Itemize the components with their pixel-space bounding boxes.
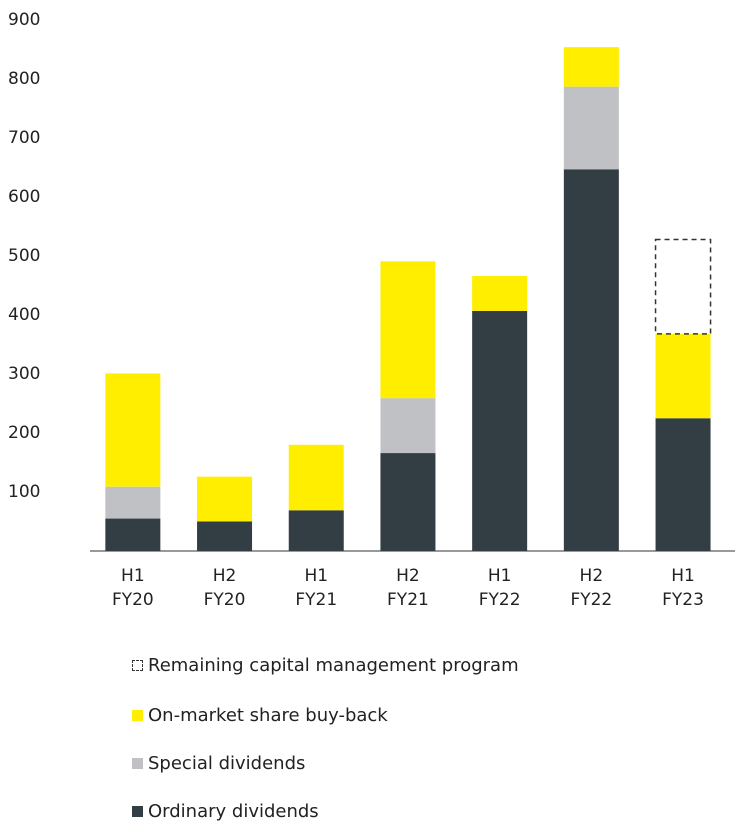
bar-segment [380, 261, 436, 399]
y-tick-label: 200 [8, 423, 40, 443]
x-tick-label: H1 FY20 [111, 566, 154, 610]
y-tick-label: 600 [8, 187, 40, 207]
legend-swatch [132, 805, 143, 817]
bar-segment [380, 398, 436, 454]
legend-item: On-market share buy-back [132, 703, 388, 727]
y-tick-label: 800 [8, 69, 40, 89]
legend-swatch [132, 757, 143, 769]
legend-item: Ordinary dividends [132, 799, 319, 823]
bar-segment [655, 333, 711, 419]
legend-item: Remaining capital management program [132, 653, 519, 677]
x-tick-label: H2 FY20 [203, 566, 246, 610]
y-tick-label: 300 [8, 364, 40, 384]
bar-segment [472, 276, 528, 311]
bar-segment [197, 521, 253, 551]
bar-segment [563, 86, 619, 170]
bar-segment [654, 238, 712, 335]
x-tick-label: H1 FY21 [295, 566, 338, 610]
y-tick-label: 500 [8, 246, 40, 266]
bar-segment [105, 373, 161, 487]
bar-segment [380, 453, 436, 551]
x-tick-label: H2 FY21 [387, 566, 429, 610]
bar-segment [105, 518, 161, 551]
legend-label: On-market share buy-back [148, 704, 388, 726]
legend-swatch [132, 659, 143, 671]
legend-label: Ordinary dividends [148, 800, 319, 822]
legend-item: Special dividends [132, 751, 305, 775]
legend-label: Special dividends [148, 752, 306, 774]
bar-segment [472, 310, 528, 551]
x-tick-label: H2 FY22 [570, 566, 613, 610]
y-tick-label: 100 [8, 482, 40, 502]
x-tick-label: H1 FY23 [662, 566, 704, 610]
y-tick-label: 400 [8, 305, 40, 325]
legend-swatch [132, 709, 143, 721]
bar-segment [563, 169, 619, 551]
bar-segment [288, 444, 344, 511]
bar-segment [655, 418, 711, 551]
bar-segment [105, 486, 161, 519]
legend-label: Remaining capital management program [148, 654, 519, 676]
y-tick-label: 700 [8, 128, 40, 148]
bar-segment [197, 476, 253, 522]
bar-segment [563, 47, 619, 87]
y-tick-label: 900 [8, 10, 40, 30]
x-tick-label: H1 FY22 [478, 566, 521, 610]
bar-segment [288, 510, 344, 551]
